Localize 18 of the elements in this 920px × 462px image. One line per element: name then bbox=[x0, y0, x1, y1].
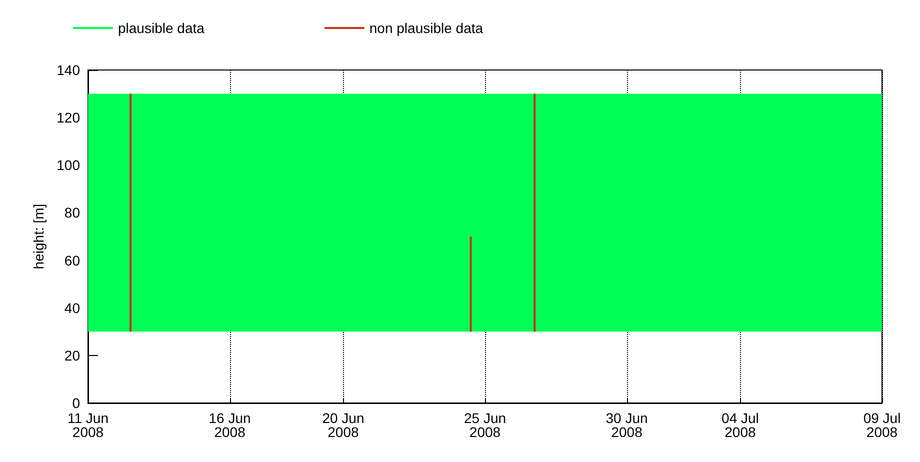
x-tick-label: 11 Jun 2008 bbox=[68, 410, 108, 440]
x-tick-label: 20 Jun 2008 bbox=[322, 410, 364, 440]
y-tick-label: 40 bbox=[64, 300, 80, 316]
y-tick-label: 60 bbox=[64, 252, 80, 268]
x-tick-label: 25 Jun 2008 bbox=[464, 410, 506, 440]
y-tick-label: 140 bbox=[56, 62, 80, 78]
y-axis-title: height: [m] bbox=[30, 204, 47, 270]
x-tick-label: 16 Jun 2008 bbox=[208, 410, 251, 440]
x-tick-label: 30 Jun 2008 bbox=[606, 410, 648, 440]
y-tick-label: 100 bbox=[56, 157, 80, 174]
y-tick-label: 20 bbox=[64, 347, 80, 364]
x-tick-label: 09 Jul 2008 bbox=[863, 410, 901, 440]
y-tick-label: 80 bbox=[64, 204, 80, 221]
x-tick-label: 04 Jul 2008 bbox=[722, 410, 759, 440]
legend-label: non plausible data bbox=[369, 20, 484, 36]
y-tick-label: 120 bbox=[56, 110, 80, 126]
y-tick-label: 0 bbox=[72, 395, 80, 411]
legend-label: plausible data bbox=[118, 20, 205, 36]
